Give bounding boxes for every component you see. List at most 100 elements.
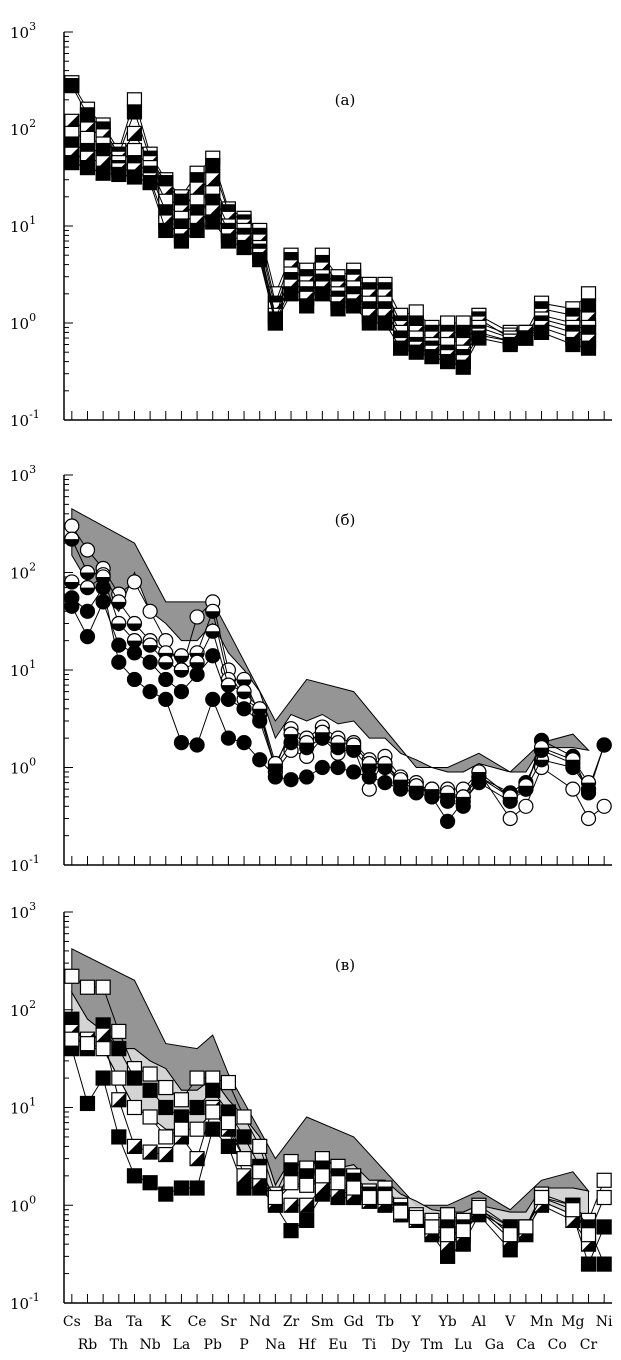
data-point-fill xyxy=(565,759,580,767)
data-point xyxy=(361,1189,377,1206)
data-point xyxy=(393,340,409,356)
x-label-bottom: Eu xyxy=(328,1337,347,1353)
data-point xyxy=(330,1175,346,1191)
data-point xyxy=(79,629,96,645)
data-point xyxy=(377,775,393,791)
data-point-fill xyxy=(315,732,330,740)
data-point xyxy=(236,1109,252,1125)
data-point xyxy=(95,165,111,181)
data-point xyxy=(64,78,80,94)
data-point xyxy=(158,1079,174,1096)
y-tick-label: 10-1 xyxy=(10,1291,40,1313)
data-point-fill xyxy=(111,1092,126,1107)
data-point-fill xyxy=(237,691,252,699)
data-point xyxy=(79,1095,96,1112)
y-tick-exponent: -1 xyxy=(29,1291,40,1304)
x-label-top: Zr xyxy=(283,1314,300,1330)
x-label-top: V xyxy=(504,1314,516,1330)
x-label-bottom: Co xyxy=(548,1337,567,1353)
data-point xyxy=(205,648,221,664)
data-point xyxy=(346,764,362,780)
data-point-fill xyxy=(393,779,408,787)
y-tick-base: 10 xyxy=(10,467,29,485)
data-point-fill xyxy=(331,742,345,750)
data-point xyxy=(173,1180,190,1196)
data-point-fill xyxy=(96,1028,111,1043)
x-label-bottom: Ga xyxy=(485,1337,505,1353)
y-tick-base: 10 xyxy=(10,24,29,42)
data-point xyxy=(205,1082,221,1098)
data-point xyxy=(173,735,190,751)
data-point-fill xyxy=(471,771,486,779)
x-label-bottom: Dy xyxy=(391,1337,410,1353)
data-point xyxy=(393,1204,409,1220)
x-label-bottom: Ti xyxy=(362,1337,376,1353)
data-point xyxy=(142,1082,158,1098)
data-point xyxy=(173,1121,190,1137)
data-point xyxy=(236,1151,252,1167)
series-1 xyxy=(64,75,597,341)
data-point xyxy=(580,810,597,827)
data-point-fill xyxy=(174,655,189,663)
data-point xyxy=(346,1180,362,1196)
x-label-top: Sm xyxy=(311,1314,334,1330)
data-point xyxy=(142,1066,158,1082)
x-label-top: Al xyxy=(471,1314,487,1330)
y-tick-base: 10 xyxy=(10,857,29,875)
data-point xyxy=(580,1227,597,1243)
y-tick-base: 10 xyxy=(10,1002,29,1020)
data-point xyxy=(142,1109,158,1125)
data-point xyxy=(596,1256,612,1272)
data-point-fill xyxy=(96,576,111,584)
data-point-fill xyxy=(143,1145,158,1160)
data-point xyxy=(471,330,487,346)
y-tick-label: 103 xyxy=(10,463,36,485)
data-point-fill xyxy=(424,789,439,797)
x-label-top: Ce xyxy=(188,1314,207,1330)
data-point xyxy=(126,1070,143,1086)
data-point xyxy=(173,233,190,249)
data-point xyxy=(236,1129,252,1145)
y-tick-exponent: -1 xyxy=(29,853,40,866)
data-point xyxy=(252,252,268,268)
data-point-fill xyxy=(284,734,299,742)
y-tick-label: 101 xyxy=(10,1096,36,1118)
data-point-fill xyxy=(299,742,314,750)
data-point xyxy=(424,1219,440,1235)
data-point xyxy=(158,222,174,239)
y-tick-label: 100 xyxy=(10,756,36,778)
data-point-fill xyxy=(252,708,267,716)
data-point xyxy=(111,637,127,653)
y-tick-base: 10 xyxy=(10,904,29,922)
series-line xyxy=(71,85,589,339)
data-point-fill xyxy=(205,611,220,619)
data-point xyxy=(111,1041,127,1057)
y-tick-exponent: 1 xyxy=(29,1096,36,1109)
data-point xyxy=(502,810,518,827)
data-point xyxy=(205,214,221,230)
data-point-fill xyxy=(377,763,392,771)
data-point xyxy=(408,1209,424,1226)
data-point xyxy=(95,1041,111,1057)
y-tick-label: 102 xyxy=(10,117,36,139)
y-tick-label: 10-1 xyxy=(10,853,40,875)
y-tick-base: 10 xyxy=(10,565,29,583)
data-point xyxy=(565,1202,581,1218)
data-point-fill xyxy=(64,539,79,547)
data-point xyxy=(580,1256,597,1272)
data-point-fill xyxy=(456,796,471,804)
data-point xyxy=(126,1099,143,1116)
data-point xyxy=(126,574,143,590)
panels-layer: 10310210110010-1(a)10310210110010-1(б)10… xyxy=(10,20,612,1313)
data-point xyxy=(189,609,205,625)
data-point xyxy=(252,1164,268,1180)
data-point xyxy=(79,603,96,619)
x-label-bottom: Lu xyxy=(454,1337,472,1353)
x-label-top: K xyxy=(161,1314,172,1330)
y-tick-label: 100 xyxy=(10,311,36,333)
data-point xyxy=(189,737,205,753)
data-point xyxy=(79,107,96,123)
data-point-fill xyxy=(205,172,220,187)
data-point-fill xyxy=(80,572,95,580)
data-point xyxy=(283,1162,299,1178)
